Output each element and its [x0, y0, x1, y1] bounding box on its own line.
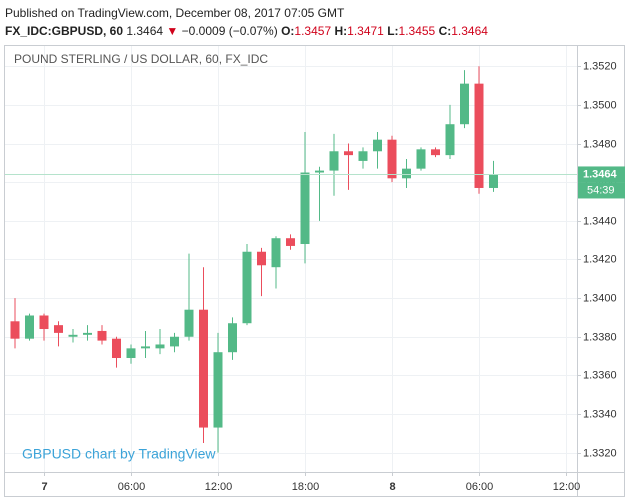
ohlc-value: 1.3455 — [398, 24, 436, 38]
chart-title: POUND STERLING / US DOLLAR, 60, FX_IDC — [14, 52, 268, 66]
candle-body — [474, 83, 484, 188]
candle-body — [460, 83, 469, 125]
change: −0.0009 (−0.07%) — [181, 24, 278, 38]
x-tick-label: 7 — [41, 481, 47, 493]
ohlc-value: 1.3471 — [347, 24, 384, 38]
candle-body — [242, 251, 252, 324]
candle-body — [489, 174, 498, 188]
candle-body — [387, 139, 397, 179]
candle-body — [83, 332, 92, 335]
candle-body — [431, 149, 440, 156]
ohlc-value: 1.3457 — [294, 24, 332, 38]
candle-body — [112, 338, 121, 359]
last-price-label: 1.3464 — [583, 168, 618, 180]
y-tick-label: 1.3380 — [583, 331, 617, 343]
chart-frame — [4, 45, 625, 497]
candle-body — [402, 168, 411, 179]
y-tick-label: 1.3340 — [583, 408, 617, 420]
candle-body — [25, 315, 34, 339]
legend-line: FX_IDC:GBPUSD, 60 1.3464 ▼ −0.0009 (−0.0… — [5, 22, 488, 40]
candle-body — [39, 315, 49, 330]
candle-body — [126, 348, 136, 359]
candle-body — [271, 238, 281, 268]
ohlc-label: O: — [281, 24, 295, 38]
header: Published on TradingView.com, December 0… — [5, 4, 488, 40]
last-price-box — [578, 166, 625, 183]
watermark: GBPUSD chart by TradingView — [22, 446, 216, 462]
x-tick-label: 06:00 — [118, 481, 146, 493]
candle-body — [445, 124, 455, 156]
x-tick-label: 06:00 — [466, 481, 494, 493]
candle-body — [315, 170, 324, 173]
published: Published on TradingView.com, December 0… — [5, 6, 345, 20]
x-tick-label: 12:00 — [205, 481, 233, 493]
candle-body — [184, 309, 194, 337]
candle-body — [344, 151, 353, 156]
y-tick-label: 1.3520 — [583, 60, 617, 72]
candle-body — [54, 325, 63, 333]
candle-body — [97, 330, 107, 341]
ohlc-label: C: — [438, 24, 452, 38]
x-tick-label: 18:00 — [292, 481, 320, 493]
candle-body — [373, 139, 382, 152]
candle-body — [300, 172, 310, 245]
candle-body — [68, 334, 78, 337]
candle-body — [228, 323, 237, 353]
x-tick-label: 12:00 — [553, 481, 581, 493]
candle-body — [170, 336, 179, 347]
ohlc-label: H: — [334, 24, 348, 38]
ohlc-label: L: — [387, 24, 399, 38]
down-arrow: ▼ — [166, 24, 179, 38]
y-tick-label: 1.3500 — [583, 99, 617, 111]
last: 1.3464 — [126, 24, 164, 38]
candle-body — [286, 238, 295, 246]
candle-body — [141, 346, 150, 349]
y-tick-label: 1.3480 — [583, 138, 617, 150]
x-tick-label: 8 — [389, 481, 395, 493]
ohlc-value: 1.3464 — [451, 24, 488, 38]
y-tick-label: 1.3320 — [583, 447, 617, 459]
candle-body — [10, 321, 20, 339]
candle-body — [199, 309, 208, 428]
candle-body — [213, 352, 223, 428]
symbol: FX_IDC:GBPUSD, 60 — [5, 24, 124, 38]
y-tick-label: 1.3360 — [583, 369, 617, 381]
candle-body — [155, 344, 165, 349]
candle-body — [329, 151, 339, 171]
ohlc: O:1.3457 H:1.3471 L:1.3455 C:1.3464 — [281, 24, 488, 38]
countdown-box — [578, 182, 625, 199]
y-tick-label: 1.3400 — [583, 292, 617, 304]
y-tick-label: 1.3420 — [583, 253, 617, 265]
candle-body — [416, 149, 426, 169]
grid — [5, 45, 577, 472]
candle-body — [358, 151, 368, 161]
candle-body — [257, 251, 266, 266]
y-tick-label: 1.3440 — [583, 215, 617, 227]
countdown-label: 54:39 — [587, 184, 615, 196]
